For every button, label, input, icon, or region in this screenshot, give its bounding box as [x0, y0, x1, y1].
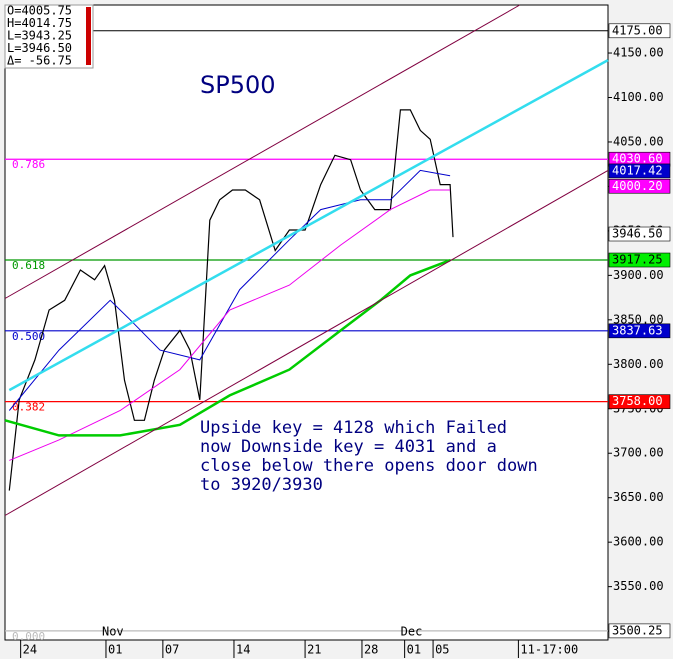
- x-tick-label: 14: [236, 643, 250, 657]
- price-marker: [608, 178, 671, 194]
- month-label: Dec: [401, 625, 423, 639]
- annotation: now Downside key = 4031 and a: [200, 437, 497, 457]
- price-marker-label: 3758.00: [612, 394, 663, 408]
- y-tick-label: 3650.00: [613, 490, 664, 504]
- y-tick-label: 3850.00: [613, 312, 664, 326]
- price-marker-label: 3837.63: [612, 323, 663, 337]
- price-marker-label: 4017.42: [612, 163, 663, 177]
- y-tick-label: 3700.00: [613, 446, 664, 460]
- chart-title: SP500: [200, 71, 276, 99]
- price-marker: [608, 323, 671, 339]
- price-marker-label: 3946.50: [612, 227, 663, 241]
- x-tick-label: 28: [364, 643, 378, 657]
- y-tick-label: 4150.00: [613, 46, 664, 60]
- y-tick-label: 4100.00: [613, 90, 664, 104]
- x-tick-label: 01: [108, 643, 122, 657]
- info-box: [4, 4, 94, 69]
- series-line: [4, 4, 521, 299]
- fib-label: 0.000: [12, 630, 45, 643]
- series-line: [8, 109, 454, 491]
- fib-label: 0.786: [12, 158, 45, 171]
- month-label: Nov: [102, 625, 124, 639]
- price-marker-label: 4030.60: [612, 152, 663, 166]
- x-tick-label: 01: [407, 643, 421, 657]
- price-marker: [608, 163, 671, 179]
- series-line: [4, 259, 451, 437]
- y-tick-label: 3600.00: [613, 535, 664, 549]
- y-tick-label: 3550.00: [613, 579, 664, 593]
- info-text: O=4005.75: [7, 4, 72, 18]
- price-marker-label: 3500.25: [612, 623, 663, 637]
- annotation: to 3920/3930: [200, 475, 323, 495]
- y-tick-label: 3800.00: [613, 357, 664, 371]
- fib-label: 0.500: [12, 330, 45, 343]
- series-line: [8, 59, 609, 392]
- price-marker: [608, 394, 671, 409]
- price-marker: [608, 252, 671, 268]
- x-tick-label: 11-17:00: [520, 643, 578, 657]
- fib-label: 0.618: [12, 259, 45, 272]
- series-line: [4, 169, 609, 516]
- price-marker-label: 4175.00: [612, 23, 663, 37]
- x-tick-label: 21: [307, 643, 321, 657]
- price-marker: [608, 23, 671, 39]
- price-marker: [608, 623, 671, 639]
- fib-label: 0.382: [12, 401, 45, 414]
- info-text: H=4014.75: [7, 16, 72, 30]
- y-tick-label: 4050.00: [613, 134, 664, 148]
- y-tick-label: 3900.00: [613, 268, 664, 282]
- price-marker-label: 3917.25: [612, 253, 663, 267]
- info-text: Δ= -56.75: [7, 54, 72, 68]
- x-tick-label: 24: [23, 643, 37, 657]
- info-bar: [86, 7, 91, 65]
- series-line: [8, 169, 451, 411]
- price-marker: [608, 226, 671, 242]
- series-line: [9, 189, 451, 461]
- info-text: L=3943.25: [7, 29, 72, 43]
- annotation: Upside key = 4128 which Failed: [200, 418, 507, 438]
- plot-area: [4, 4, 609, 641]
- x-tick-label: 07: [165, 643, 179, 657]
- annotation: close below there opens door down: [200, 456, 538, 476]
- info-text: L=3946.50: [7, 41, 72, 55]
- x-tick-label: 05: [435, 643, 449, 657]
- price-marker-label: 4000.20: [612, 179, 663, 193]
